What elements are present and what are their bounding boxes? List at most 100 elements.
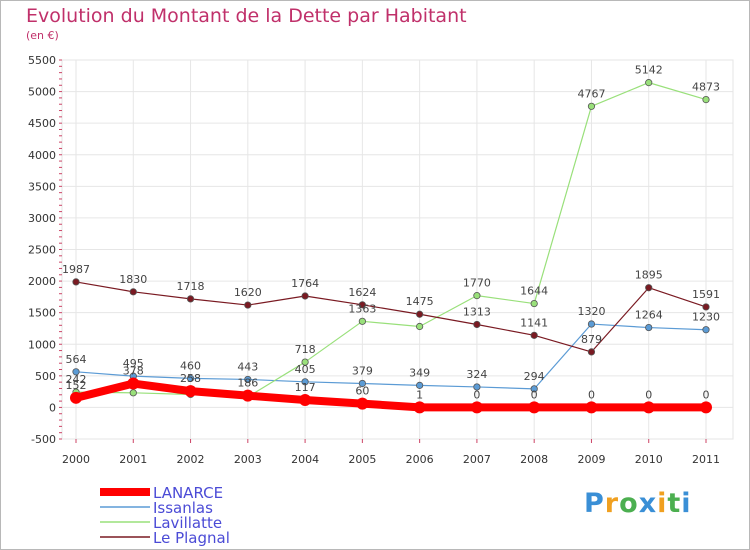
data-label: 349 <box>409 366 430 379</box>
data-label: 1230 <box>692 311 720 324</box>
data-point <box>72 368 80 376</box>
y-tick-label: 1500 <box>28 307 56 320</box>
data-point <box>587 102 596 110</box>
data-point <box>587 320 596 328</box>
data-label: 1718 <box>177 280 205 293</box>
data-point <box>473 320 481 329</box>
legend-label: Issanlas <box>153 499 213 517</box>
data-label: 258 <box>180 372 201 385</box>
logo-letter: i <box>681 488 692 519</box>
series-line-2 <box>75 82 707 398</box>
data-point <box>702 326 710 334</box>
chart-title: Evolution du Montant de la Dette par Hab… <box>26 5 467 27</box>
data-label: 378 <box>123 365 144 378</box>
data-label: 405 <box>295 363 316 376</box>
data-label: 1644 <box>520 285 548 298</box>
data-label: 564 <box>66 353 87 366</box>
data-label: 1 <box>416 388 423 401</box>
data-label: 1830 <box>119 273 147 286</box>
data-label: 0 <box>645 388 652 401</box>
data-label: 60 <box>355 385 369 398</box>
logo-letter: x <box>638 488 658 519</box>
data-point <box>530 385 538 393</box>
data-point <box>642 401 655 414</box>
data-point <box>184 385 197 398</box>
data-label: 1770 <box>463 277 491 290</box>
data-label: 443 <box>237 360 258 373</box>
data-point <box>127 377 140 390</box>
x-tick-label: 2004 <box>291 453 319 466</box>
y-tick-label: 3000 <box>28 212 56 225</box>
data-label: 379 <box>352 364 373 377</box>
data-point <box>585 401 598 414</box>
x-tick-label: 2001 <box>119 453 147 466</box>
y-tick-label: 1000 <box>28 338 56 351</box>
data-point <box>358 301 366 309</box>
series-line-1 <box>75 323 707 390</box>
data-point <box>358 379 366 388</box>
data-point <box>129 389 137 397</box>
proxiti-logo: Proxiti <box>584 488 692 519</box>
data-point <box>416 310 424 318</box>
data-label: 1141 <box>520 316 548 329</box>
y-tick-label: 2000 <box>28 275 56 288</box>
legend-label: Le Plagnal <box>153 529 230 547</box>
data-label: 495 <box>123 357 144 370</box>
y-tick-label: 0 <box>49 401 56 414</box>
data-point <box>645 323 653 332</box>
data-point <box>301 378 309 386</box>
legend-label: LANARCE <box>153 484 223 502</box>
data-label: 1320 <box>577 305 605 318</box>
data-label: 4873 <box>692 81 720 94</box>
data-point <box>473 383 481 391</box>
data-point <box>244 301 252 309</box>
data-point <box>244 375 252 384</box>
data-label: 1363 <box>348 302 376 315</box>
data-point <box>416 381 424 389</box>
data-point <box>186 295 195 303</box>
data-point <box>645 79 653 87</box>
data-label: 1895 <box>635 269 663 282</box>
chart-subtitle: (en €) <box>26 29 59 42</box>
data-point <box>645 284 653 292</box>
data-label: 1475 <box>406 295 434 308</box>
x-tick-label: 2003 <box>234 453 262 466</box>
data-point <box>72 278 80 286</box>
x-tick-label: 2010 <box>635 453 663 466</box>
y-tick-label: 4000 <box>28 149 56 162</box>
data-point <box>470 401 483 414</box>
data-label: 4767 <box>577 87 605 100</box>
y-tick-label: 3500 <box>28 180 56 193</box>
series-line-3 <box>75 281 707 353</box>
data-label: 186 <box>237 377 258 390</box>
data-label: 1987 <box>62 263 90 276</box>
data-label: 460 <box>180 359 201 372</box>
data-label: 1764 <box>291 277 319 290</box>
data-point <box>530 331 538 339</box>
data-point <box>587 348 596 356</box>
data-point <box>413 401 426 414</box>
data-point <box>473 292 481 300</box>
data-label: 1620 <box>234 286 262 299</box>
logo-letter: r <box>604 488 620 519</box>
x-tick-label: 2000 <box>62 453 90 466</box>
data-point <box>129 288 137 296</box>
y-tick-label: 500 <box>35 370 56 383</box>
logo-letter: o <box>619 488 639 519</box>
data-label: 117 <box>295 381 316 394</box>
x-tick-label: 2005 <box>348 453 376 466</box>
data-label: 242 <box>66 373 87 386</box>
x-tick-label: 2006 <box>406 453 434 466</box>
data-point <box>186 374 195 382</box>
data-label: 1264 <box>635 309 663 322</box>
data-point <box>416 322 424 331</box>
data-label: 1313 <box>463 305 491 318</box>
data-label: 294 <box>524 370 545 383</box>
data-point <box>702 303 710 311</box>
data-point <box>530 299 538 308</box>
y-tick-label: 2500 <box>28 244 56 257</box>
data-point <box>358 317 366 325</box>
data-point <box>528 401 541 414</box>
data-label: 879 <box>581 333 602 346</box>
